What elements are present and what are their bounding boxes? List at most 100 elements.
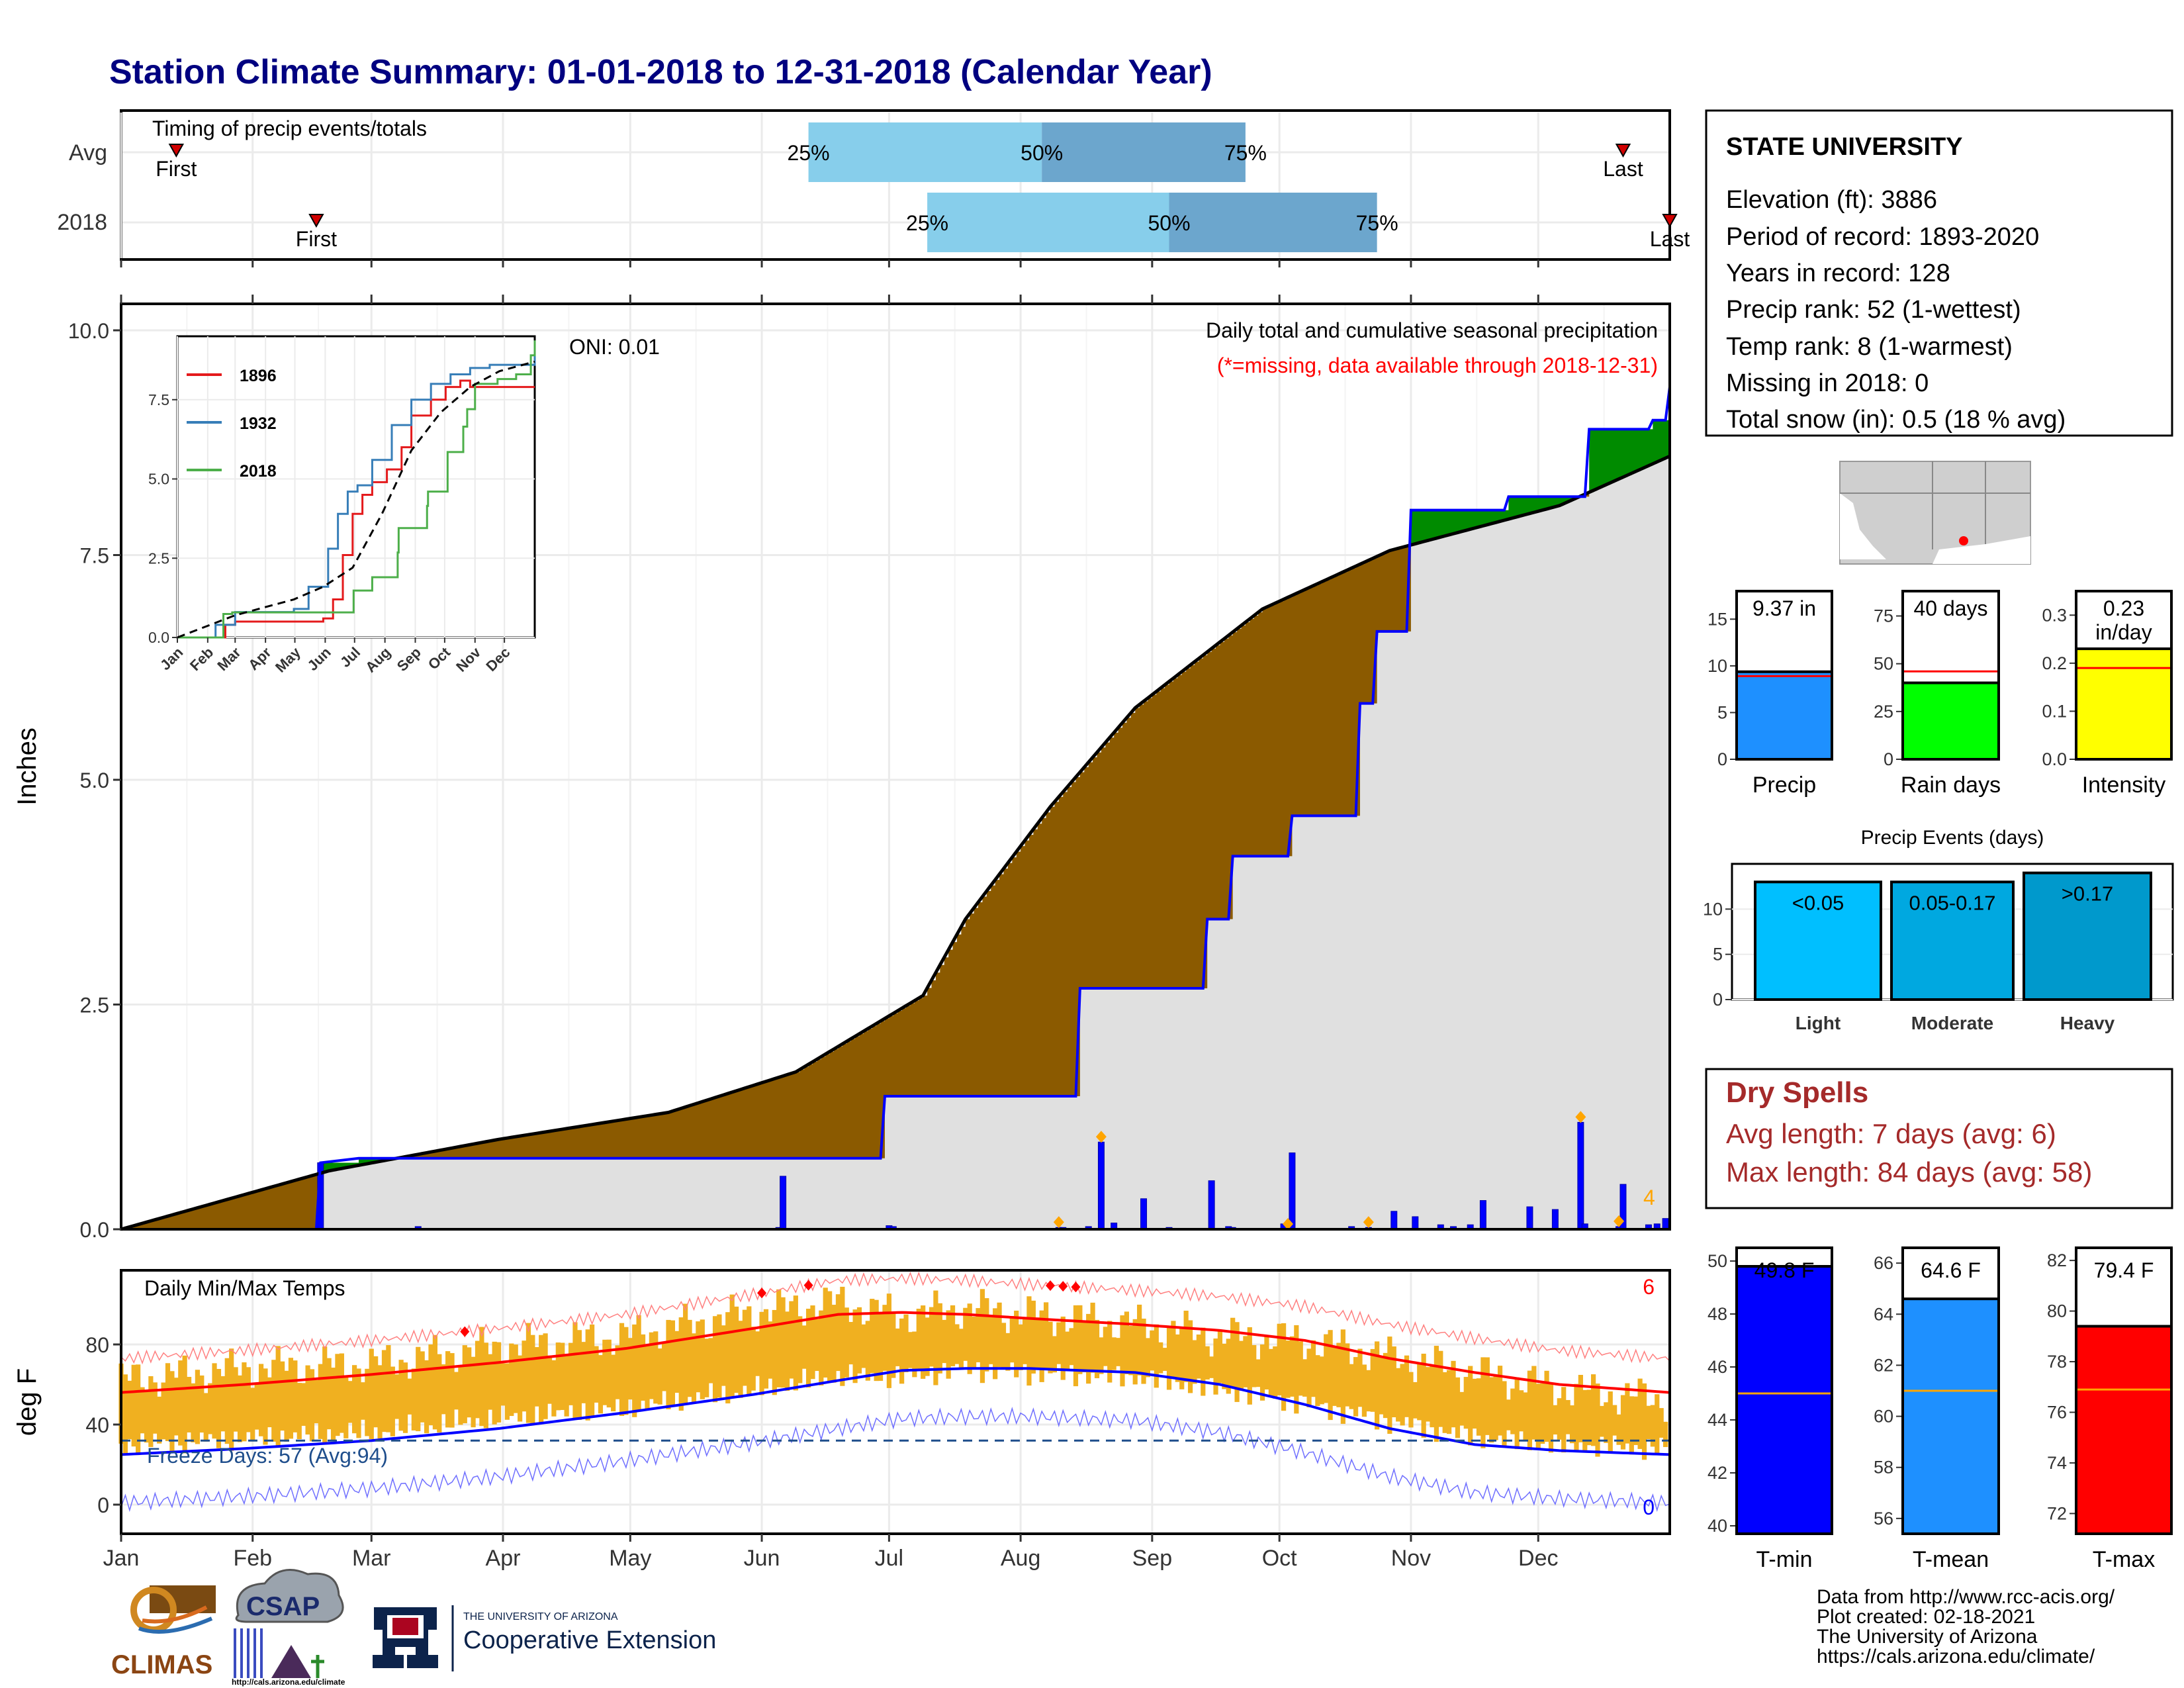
daily-temp-bar <box>874 1299 879 1382</box>
tempmean-2-frame <box>2075 1246 2173 1535</box>
daily-temp-bar <box>462 1345 467 1424</box>
daily-temp-bar <box>789 1301 794 1379</box>
daily-temp-bar <box>275 1346 281 1448</box>
daily-temp-bar <box>1060 1316 1066 1380</box>
daily-temp-bar <box>670 1320 676 1407</box>
total-2-ytick-label: 0.2 <box>2042 653 2067 673</box>
tempmean-0-bar <box>1735 1265 1833 1535</box>
total-1: 0 25 50 75 40 days Rain days <box>1874 590 2001 798</box>
daily-temp-bar <box>912 1331 917 1378</box>
daily-temp-bar <box>1553 1405 1558 1435</box>
events-bar-heavy <box>2023 871 2152 1001</box>
csap-url: http://cals.arizona.edu/climate <box>232 1677 345 1687</box>
daily-temp-bar <box>381 1350 387 1432</box>
daily-temp-bar <box>1604 1402 1609 1443</box>
footer-url: https://cals.arizona.edu/climate/ <box>1817 1646 2095 1667</box>
daily-temp-bar <box>1328 1330 1333 1421</box>
daily-temp-bar <box>1238 1340 1244 1391</box>
daily-temp-bar <box>1548 1383 1554 1453</box>
daily-temp-bar <box>768 1321 773 1379</box>
daily-temp-bar <box>1349 1364 1354 1409</box>
daily-temp-bar <box>386 1345 391 1432</box>
total-1-ytick-label: 0 <box>1884 749 1893 769</box>
daily-temp-bar <box>1115 1338 1121 1366</box>
daily-temp-bar <box>615 1345 620 1399</box>
tempmean-2-value-label: 79.4 F <box>2094 1258 2154 1282</box>
daily-temp-bar <box>1192 1340 1197 1384</box>
daily-temp-bar <box>784 1311 790 1391</box>
daily-precip-bar <box>1662 1218 1669 1230</box>
precip-deficit-area <box>125 494 1590 1229</box>
daily-temp-bar <box>208 1383 213 1434</box>
daily-temp-bar <box>721 1325 726 1386</box>
timing-label: Timing of precip events/totals <box>152 117 427 140</box>
month-label: Apr <box>486 1546 521 1571</box>
timing-label-avg-50: 50% <box>1021 141 1063 165</box>
large-event-marker <box>1575 1111 1586 1123</box>
total-2-value-label: 0.23 <box>2103 596 2144 620</box>
month-label: May <box>609 1546 651 1571</box>
footer-data-source: Data from http://www.rcc-acis.org/ <box>1817 1586 2115 1608</box>
tempmean-1-frame <box>1901 1246 2000 1535</box>
daily-temp-bar <box>1340 1329 1345 1424</box>
precip-panel-title: Daily total and cumulative seasonal prec… <box>1206 318 1658 342</box>
daily-temp-bar <box>1637 1378 1643 1449</box>
daily-temp-bar <box>203 1393 208 1442</box>
dry-spells-max: Max length: 84 days (avg: 58) <box>1726 1156 2092 1188</box>
daily-temp-bar <box>1425 1367 1431 1422</box>
temp-ytick-label: 40 <box>85 1413 109 1437</box>
daily-temp-bar <box>165 1363 171 1442</box>
tempmean-2-ytick-label: 78 <box>2047 1352 2067 1372</box>
events-bar-label: >0.17 <box>2062 882 2113 906</box>
daily-temp-bar <box>1171 1321 1176 1378</box>
daily-temp-bar <box>543 1333 548 1419</box>
daily-temp-bar <box>1514 1377 1520 1450</box>
events-ytick-label: 5 <box>1713 945 1723 964</box>
daily-temp-bar <box>365 1368 370 1436</box>
daily-temp-bar <box>394 1374 400 1419</box>
daily-temp-bar <box>1641 1383 1647 1460</box>
tempmean-1-value-label: 64.6 F <box>1921 1258 1981 1282</box>
daily-temp-bar <box>140 1387 145 1434</box>
daily-temp-bar <box>1014 1310 1019 1378</box>
daily-temp-bar <box>1230 1317 1236 1389</box>
month-label: Dec <box>1518 1546 1558 1571</box>
daily-temp-bar <box>407 1378 412 1415</box>
daily-temp-bar <box>1616 1414 1621 1445</box>
daily-temp-bar <box>1578 1374 1583 1442</box>
daily-temp-bar <box>1527 1370 1533 1450</box>
daily-temp-bar <box>483 1342 488 1429</box>
daily-temp-bar <box>976 1308 981 1362</box>
daily-temp-bar <box>127 1380 132 1440</box>
timing-bar-2018-25-50 <box>927 193 1169 252</box>
daily-temp-bar <box>191 1383 196 1442</box>
tempmean-2-ytick-label: 72 <box>2047 1503 2067 1523</box>
daily-temp-bar <box>907 1332 913 1368</box>
daily-temp-bar <box>1455 1377 1461 1438</box>
large-event-count: 4 <box>1643 1186 1655 1209</box>
daily-temp-bar <box>576 1330 582 1421</box>
timing-bar-avg-25-50 <box>808 122 1042 182</box>
daily-temp-bar <box>1001 1323 1007 1368</box>
daily-temp-bar <box>1502 1381 1507 1446</box>
daily-temp-bar <box>1069 1328 1074 1366</box>
temp-mean-bar-charts: 40 42 44 46 48 50 49.8 F T-min 56 58 60 62 64 66 64.6 … <box>1707 1246 2173 1572</box>
timing-marker-label-2018-first: First <box>296 227 337 251</box>
daily-temp-bar <box>377 1365 383 1439</box>
daily-temp-bar <box>776 1289 782 1387</box>
daily-temp-bar <box>330 1368 336 1441</box>
daily-temp-bar <box>267 1377 272 1428</box>
inset-ytick-label: 7.5 <box>148 391 169 408</box>
month-label: Nov <box>1391 1546 1431 1571</box>
legend-1896: 1896 <box>240 367 277 385</box>
daily-temp-bar <box>500 1363 506 1406</box>
precip-ytick-label: 0.0 <box>80 1218 109 1242</box>
large-event-marker <box>1095 1131 1107 1143</box>
tempmean-1-ytick-label: 56 <box>1874 1509 1893 1528</box>
daily-temp-bar <box>1302 1359 1308 1397</box>
daily-temp-bar <box>360 1382 366 1420</box>
daily-temp-bar <box>738 1321 743 1398</box>
daily-temp-bar <box>445 1351 451 1428</box>
total-1-category: Rain days <box>1901 773 2001 798</box>
daily-temp-bar <box>1259 1344 1265 1401</box>
